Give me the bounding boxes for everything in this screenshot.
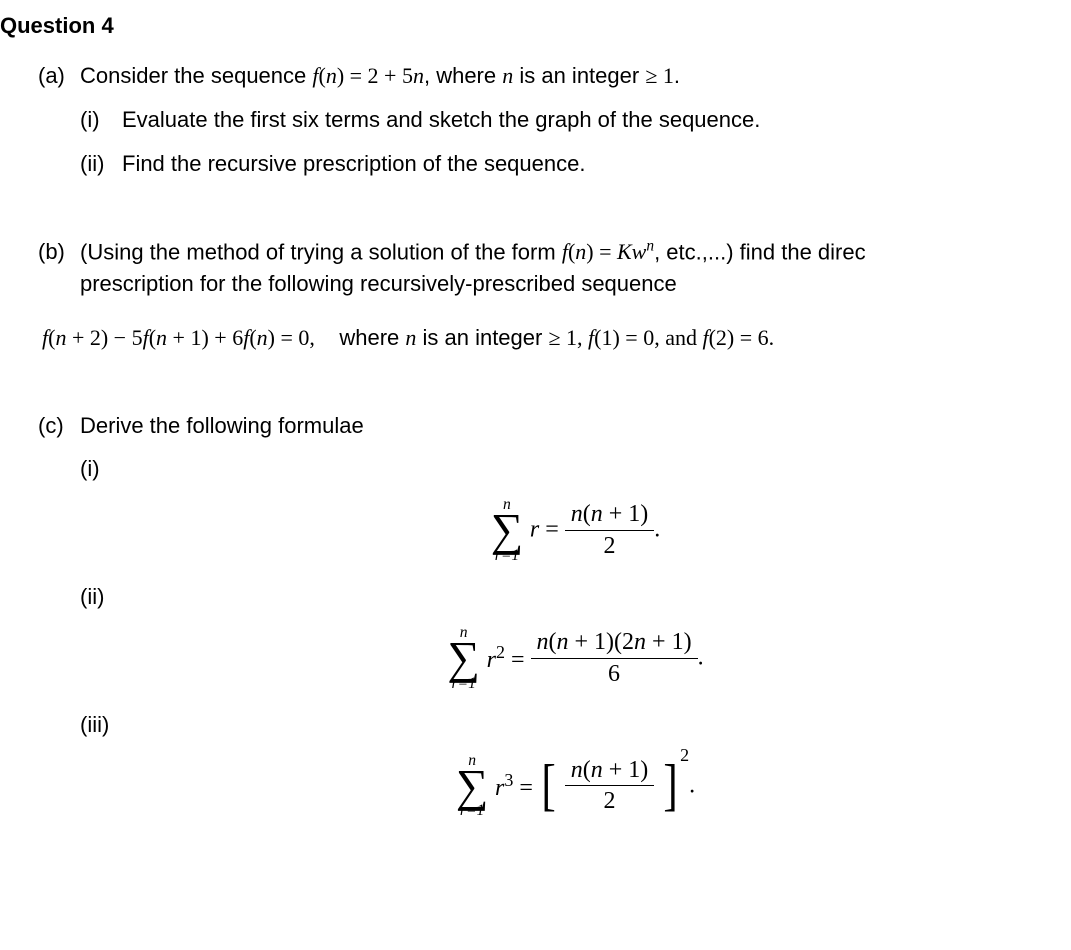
part-b-body: (Using the method of trying a solution o… (80, 236, 1071, 300)
formula-sum-r: n ∑ r=1 r = n(n + 1) 2 . (80, 497, 1071, 563)
eq-sign: = (539, 517, 565, 543)
summand-r: r (530, 517, 539, 543)
part-b-geq: ≥ 1 (548, 325, 577, 350)
part-a-intro-mid: , where (424, 63, 502, 88)
part-c-intro: Derive the following formulae (80, 410, 1071, 442)
part-a-intro-post1: is an integer (513, 63, 645, 88)
part-a-i-text: Evaluate the first six terms and sketch … (122, 104, 1071, 136)
part-a-geq: ≥ 1 (645, 63, 674, 88)
part-b-n: n (405, 325, 416, 350)
sigma-symbol: ∑ (491, 511, 524, 550)
right-bracket: ] (663, 763, 677, 809)
part-b-where: where (333, 325, 405, 350)
left-bracket: [ (541, 763, 555, 809)
dot3: . (689, 773, 695, 799)
part-b-line2: prescription for the following recursive… (80, 271, 677, 296)
part-c-iii-label: (iii) (80, 709, 122, 741)
question-title: Question 4 (0, 10, 1071, 42)
dot1: . (654, 517, 660, 543)
part-b-equation: f(n + 2) − 5f(n + 1) + 6f(n) = 0, where … (42, 322, 1071, 354)
part-a: (a) Consider the sequence f(n) = 2 + 5n,… (38, 60, 1071, 180)
part-a-ii-text: Find the recursive prescription of the s… (122, 148, 1071, 180)
dot2: . (698, 645, 704, 671)
part-b-line1-mid: , etc.,...) find the direc (654, 239, 866, 264)
part-a-i-label: (i) (80, 104, 122, 136)
den-2: 2 (565, 531, 655, 559)
part-a-label: (a) (38, 60, 80, 92)
part-a-intro-end: . (674, 63, 680, 88)
part-a-body: Consider the sequence f(n) = 2 + 5n, whe… (80, 60, 1071, 92)
part-a-intro-pre: Consider the sequence (80, 63, 312, 88)
part-a-n: n (502, 63, 513, 88)
formula-sum-r3: n ∑ r=1 r3 = [ n(n + 1) 2 ]2. (80, 753, 1071, 819)
squared: 2 (680, 745, 689, 765)
part-a-ii-label: (ii) (80, 148, 122, 180)
question-page: Question 4 (a) Consider the sequence f(n… (0, 0, 1071, 889)
part-b-rhs-mid: is an integer (416, 325, 548, 350)
part-c-label: (c) (38, 410, 80, 442)
part-b-line1-pre: (Using the method of trying a solution o… (80, 239, 562, 264)
part-b: (b) (Using the method of trying a soluti… (38, 236, 1071, 354)
sigma-bot: r=1 (491, 548, 524, 564)
part-c-i-label: (i) (80, 453, 122, 485)
formula-sum-r2: n ∑ r=1 r2 = n(n + 1)(2n + 1) 6 . (80, 625, 1071, 691)
part-c-ii-label: (ii) (80, 581, 122, 613)
part-c: (c) Derive the following formulae (i) n … (38, 410, 1071, 819)
part-b-label: (b) (38, 236, 80, 268)
